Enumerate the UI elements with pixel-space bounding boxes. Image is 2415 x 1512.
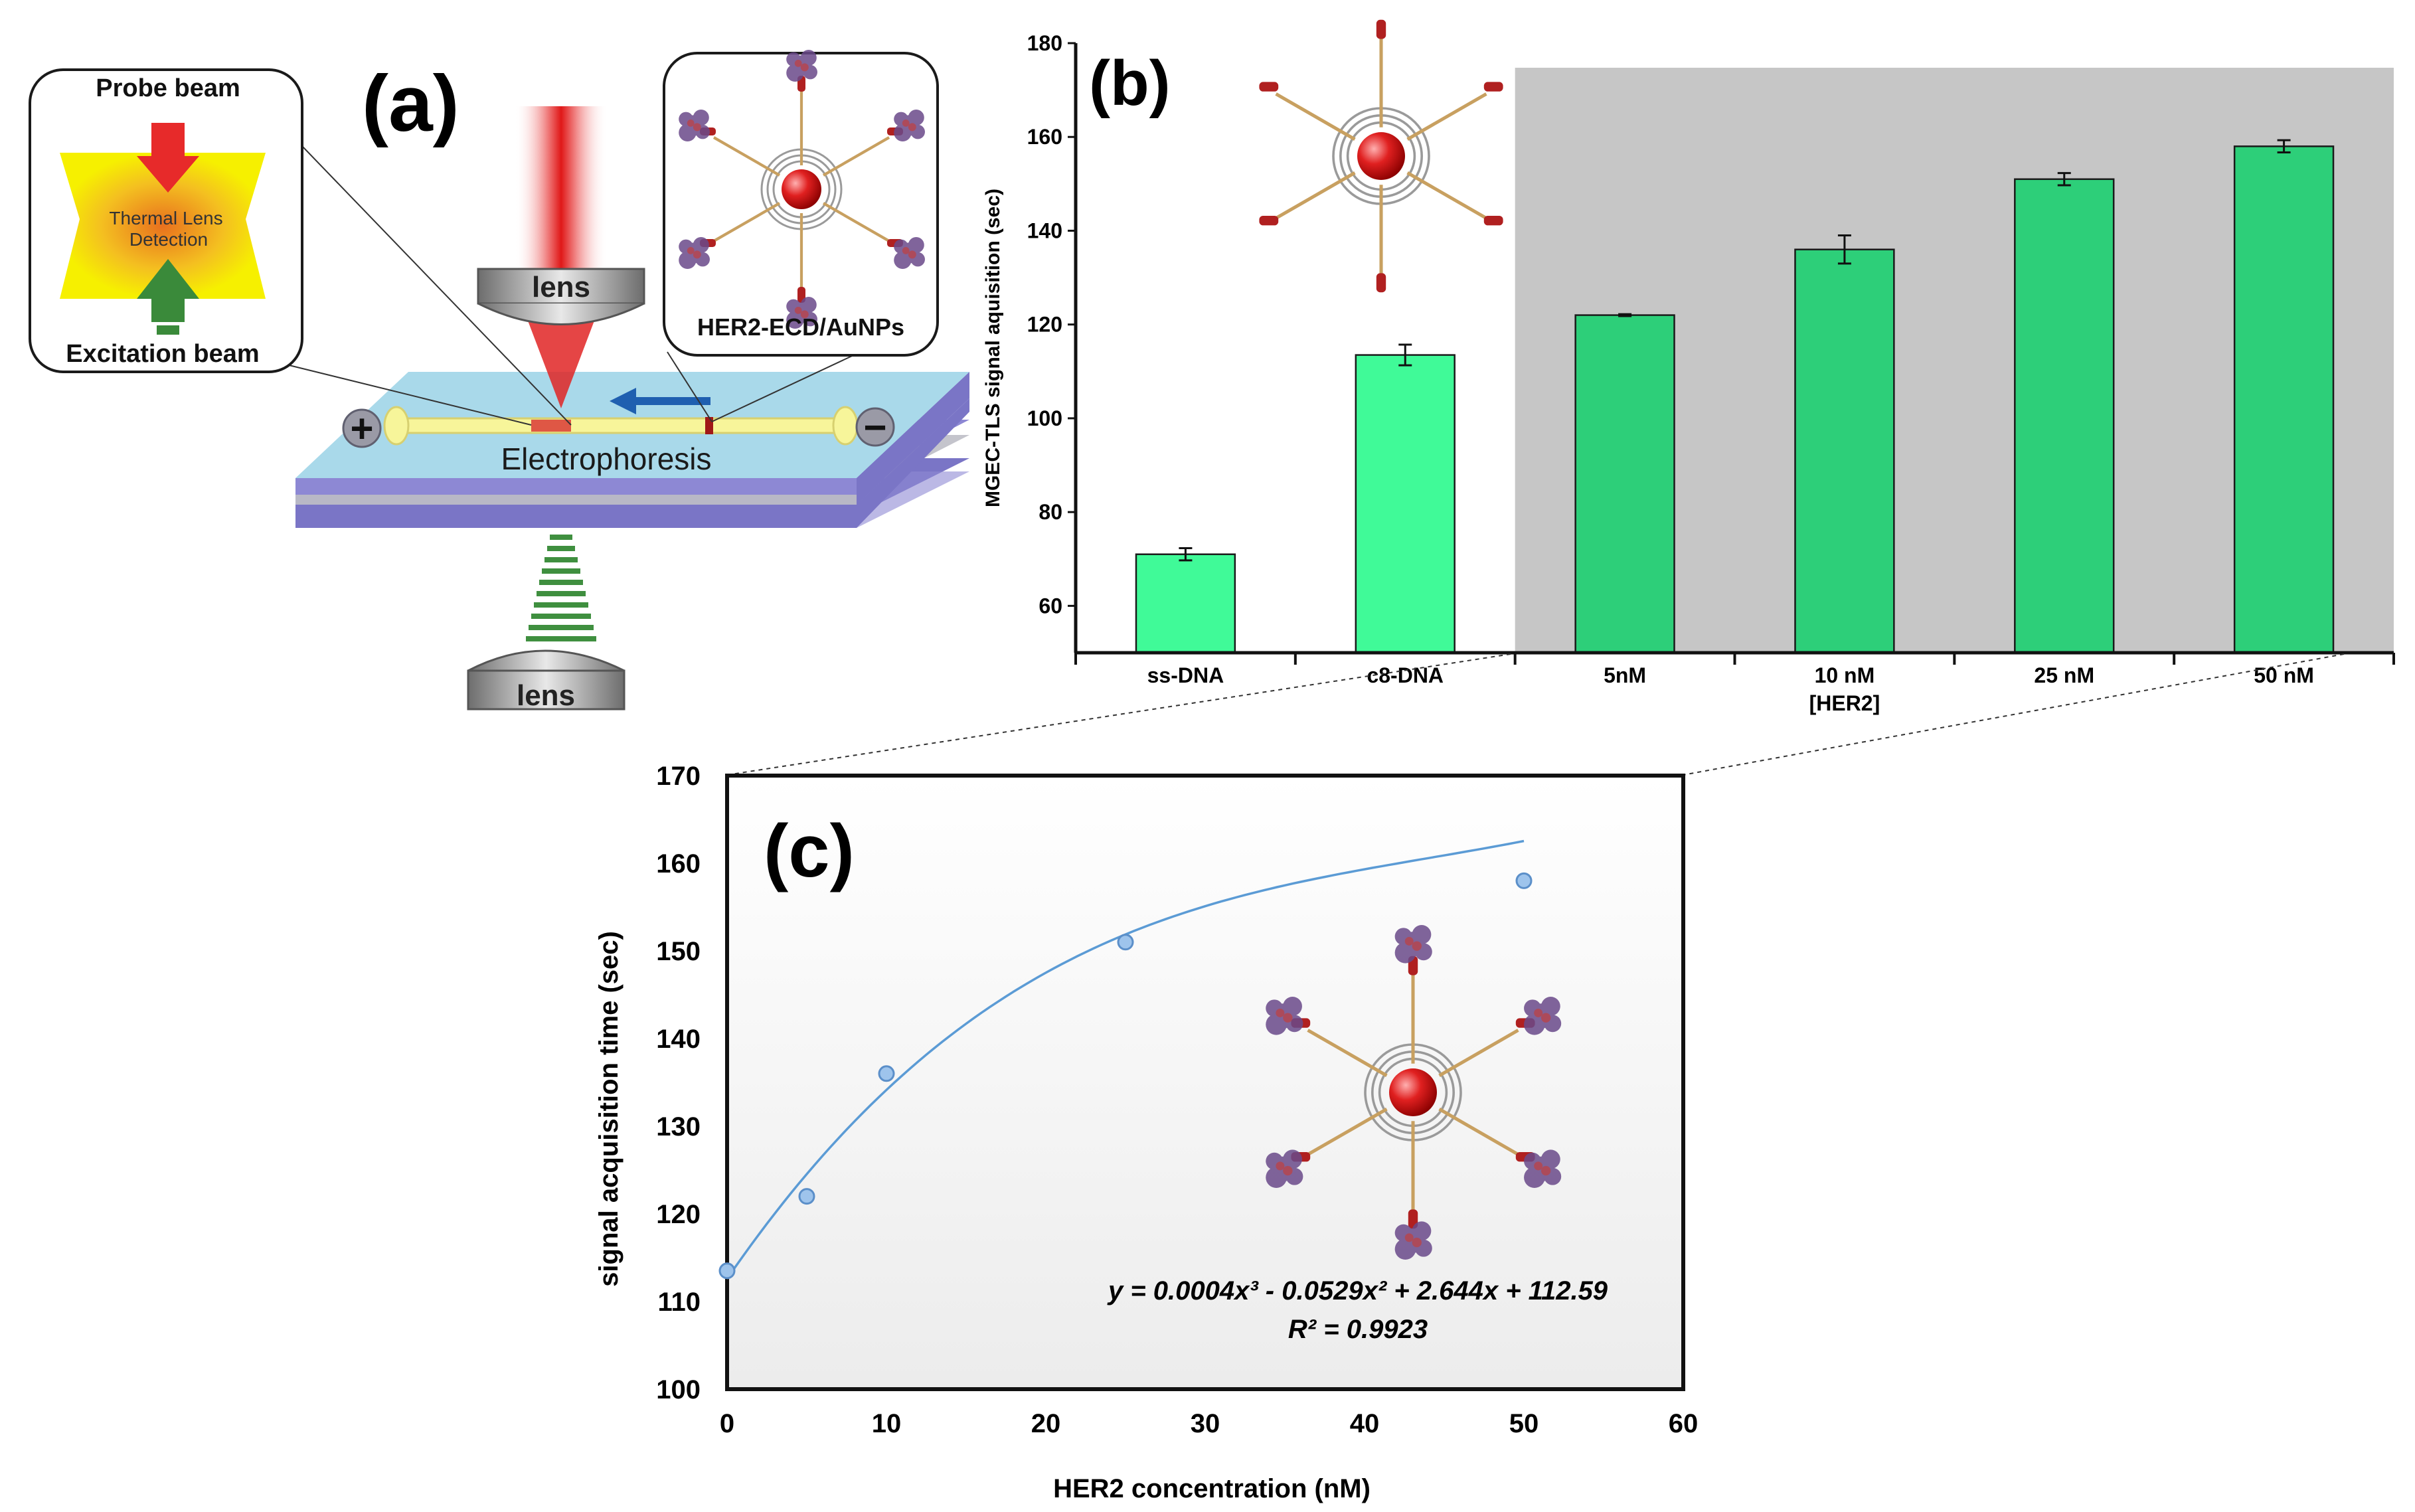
bar-10-nm [1794, 248, 1895, 654]
panel-a: (a) + − Electr [29, 49, 969, 712]
scatter-x-tick-label: 40 [1350, 1409, 1380, 1438]
scatter-chart: 100 110 120 130 140 150 160 170 0 10 20 30 40 50 60 (c… [594, 762, 1698, 1503]
data-point [1515, 872, 1533, 889]
svg-text:lens: lens [532, 271, 590, 303]
bar-c8-dna [1355, 354, 1456, 654]
scatter-y-tick-label: 110 [657, 1288, 701, 1317]
bar-y-tick-label: 160 [1027, 125, 1062, 149]
scatter-x-tick-label: 60 [1669, 1409, 1699, 1438]
electrophoresis-label: Electrophoresis [501, 442, 711, 476]
bar-chart-y-axis-label: MGEC-TLS signal aquisition (sec) [982, 189, 1004, 507]
scatter-y-tick-label: 100 [656, 1375, 701, 1404]
bar-y-tick-label: 60 [1039, 594, 1062, 618]
bar-25-nm [2014, 178, 2115, 654]
bar-y-tick-label: 180 [1027, 31, 1062, 55]
svg-text:−: − [863, 405, 886, 450]
svg-text:Thermal Lens: Thermal Lens [109, 208, 222, 228]
bar-category-label: 10 nM [1815, 663, 1875, 687]
scatter-y-tick-label: 170 [656, 762, 701, 791]
bottom-lens: lens [467, 649, 625, 712]
bar-category-label: 25 nM [2034, 663, 2094, 687]
bar-chart: 60 80 100 120 140 160 180 ss-DNA c8-DNA 5nM 10 nM… [982, 20, 2395, 715]
scatter-x-tick-label: 30 [1191, 1409, 1220, 1438]
bar-category-label: ss-DNA [1147, 663, 1224, 687]
bar-y-tick-label: 80 [1039, 500, 1062, 524]
scatter-y-tick-label: 150 [656, 937, 701, 966]
error-bar [2277, 139, 2291, 154]
top-lens: lens [477, 268, 645, 325]
error-bar [2057, 172, 2071, 187]
error-bar [1837, 234, 1851, 265]
svg-text:+: + [350, 406, 373, 451]
bar-category-label: 5nM [1604, 663, 1646, 687]
excitation-laser-beam [518, 531, 604, 647]
scatter-x-tick-label: 10 [872, 1409, 902, 1438]
plus-electrode: + [342, 406, 382, 451]
error-bar [1179, 547, 1193, 562]
microchip [295, 372, 969, 528]
data-point [718, 1262, 736, 1280]
fit-equation: y = 0.0004x³ - 0.0529x² + 2.644x + 112.5… [1107, 1276, 1608, 1305]
excitation-beam-label: Excitation beam [66, 340, 259, 368]
scatter-x-tick-label: 20 [1031, 1409, 1061, 1438]
scatter-y-tick-label: 120 [656, 1200, 701, 1229]
probe-beam-label: Probe beam [96, 74, 240, 102]
bar-ss-dna [1135, 553, 1236, 654]
data-point [878, 1065, 895, 1082]
excitation-arrow-icon [137, 259, 199, 322]
bar-y-tick-label: 140 [1027, 218, 1062, 242]
scatter-x-tick-label: 50 [1509, 1409, 1539, 1438]
error-bar [1398, 343, 1412, 367]
bar-y-tick-label: 120 [1027, 313, 1062, 337]
scatter-y-tick-label: 140 [656, 1025, 701, 1054]
scatter-y-axis-label: signal acquisition time (sec) [594, 931, 624, 1287]
minus-electrode: − [855, 405, 895, 450]
migration-arrow [610, 388, 710, 414]
probe-laser-beam [515, 106, 608, 272]
scatter-x-axis-label: HER2 concentration (nM) [1053, 1474, 1371, 1503]
aunp-illustration-b [1259, 20, 1503, 292]
bar-5nm [1574, 314, 1675, 654]
scatter-y-tick-label: 130 [656, 1112, 701, 1141]
panel-a-label: (a) [362, 59, 459, 148]
bar-50-nm [2233, 145, 2335, 654]
thermal-lens-callout: Probe beam Thermal Lens Detection Excita… [29, 68, 303, 373]
data-point [798, 1188, 815, 1205]
panel-c-label: (c) [764, 809, 855, 892]
svg-text:lens: lens [517, 679, 575, 712]
nanoparticle-label: HER2-ECD/AuNPs [697, 313, 904, 341]
bar-category-label: c8-DNA [1367, 663, 1444, 687]
nanoparticle-callout: HER2-ECD/AuNPs [663, 49, 939, 357]
panel-b-label: (b) [1089, 48, 1171, 119]
scatter-x-tick-label: 0 [720, 1409, 734, 1438]
bar-y-tick-label: 100 [1027, 406, 1062, 430]
bar-chart-x-axis-label: [HER2] [1809, 691, 1880, 715]
bar-category-label: 50 nM [2254, 663, 2314, 687]
r-squared: R² = 0.9923 [1288, 1315, 1428, 1344]
error-bar [1618, 313, 1632, 317]
scatter-y-tick-label: 160 [656, 849, 701, 879]
svg-text:Detection: Detection [129, 229, 208, 250]
data-point [1117, 934, 1134, 951]
probe-arrow-icon [137, 123, 199, 193]
